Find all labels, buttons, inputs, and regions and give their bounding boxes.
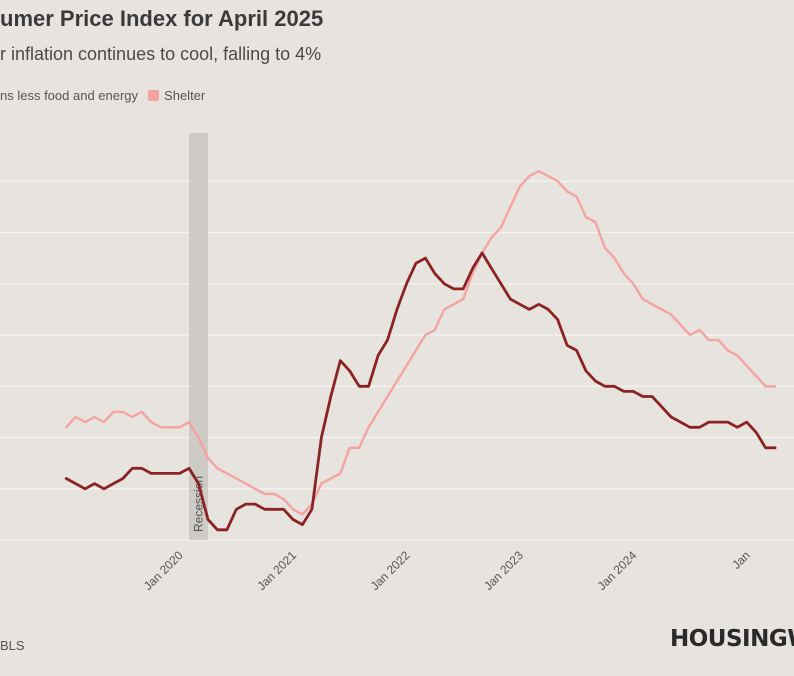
chart-title: umer Price Index for April 2025	[0, 6, 324, 31]
chart-subtitle: r inflation continues to cool, falling t…	[0, 44, 322, 64]
legend-label-core: ns less food and energy	[0, 88, 139, 103]
legend-swatch-shelter	[148, 90, 160, 101]
x-tick-label: Jan 2024	[595, 548, 640, 593]
recession-label: Recession	[192, 476, 206, 532]
housingwire-logo: HOUSINGW	[670, 626, 794, 652]
x-tick-label: Jan 2020	[141, 548, 186, 593]
chart-legend: ns less food and energy Shelter	[0, 88, 205, 103]
series-line-core	[64, 251, 777, 532]
series-line-shelter	[65, 169, 777, 516]
source-note: BLS	[0, 638, 25, 653]
x-tick-label: Jan 2022	[368, 548, 413, 593]
x-tick-label: Jan 2023	[481, 548, 526, 593]
x-tick-label: Jan	[729, 548, 753, 572]
legend-label-shelter: Shelter	[164, 88, 206, 103]
x-tick-label: Jan 2021	[254, 548, 299, 593]
recession-band	[189, 133, 208, 540]
